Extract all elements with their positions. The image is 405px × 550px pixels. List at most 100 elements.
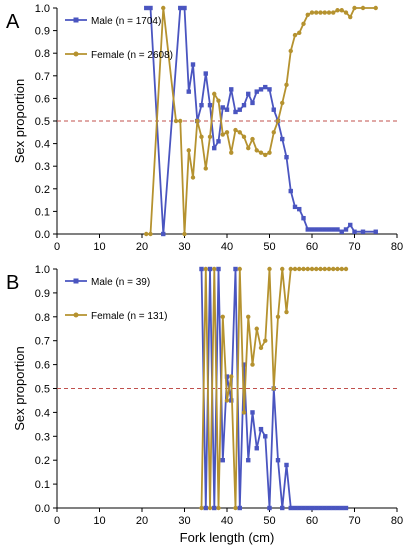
data-point <box>335 227 340 232</box>
data-point <box>178 5 183 11</box>
data-point <box>237 505 242 511</box>
x-tick-label: 70 <box>348 241 360 253</box>
data-point <box>250 100 255 106</box>
data-point <box>284 309 289 315</box>
data-point <box>360 5 366 11</box>
legend-entry: Male (n = 39) <box>65 277 150 288</box>
data-point <box>326 266 332 272</box>
data-point <box>241 362 247 367</box>
data-point <box>339 266 344 272</box>
y-tick-label: 0.9 <box>35 288 50 300</box>
x-tick-label: 30 <box>178 241 190 253</box>
data-point <box>318 505 323 511</box>
data-point <box>352 229 357 234</box>
data-point <box>322 266 327 272</box>
data-point <box>280 266 285 272</box>
data-point <box>203 505 208 511</box>
y-tick-label: 0.4 <box>35 407 50 419</box>
data-point <box>186 148 191 153</box>
data-point <box>331 10 336 15</box>
data-point <box>182 231 187 237</box>
data-point <box>305 12 310 17</box>
data-point <box>297 266 302 272</box>
data-point <box>161 5 166 11</box>
x-tick-label: 20 <box>136 241 148 253</box>
data-point <box>271 130 276 135</box>
data-point <box>216 139 221 144</box>
data-point <box>339 505 344 511</box>
data-point <box>309 10 315 15</box>
data-point <box>275 118 281 124</box>
data-point <box>280 505 285 511</box>
y-tick-label: 0.6 <box>35 360 50 372</box>
data-point <box>263 338 268 343</box>
data-point <box>212 266 217 272</box>
y-tick-label: 1.0 <box>35 264 50 276</box>
y-tick-label: 0.0 <box>35 229 50 241</box>
data-point <box>284 462 289 468</box>
data-point <box>258 345 264 351</box>
data-point <box>326 505 332 511</box>
data-point <box>229 150 234 155</box>
data-point <box>267 266 272 272</box>
data-point <box>267 150 272 155</box>
data-point <box>352 5 357 11</box>
data-point <box>224 374 230 379</box>
legend-label: Male (n = 39) <box>91 277 150 288</box>
series-male <box>144 5 378 237</box>
y-tick-label: 0.1 <box>35 479 50 491</box>
data-point <box>216 505 221 511</box>
x-tick-label: 50 <box>263 515 275 527</box>
data-point <box>233 266 238 272</box>
x-tick-label: 30 <box>178 515 190 527</box>
data-point <box>309 505 315 511</box>
data-point <box>203 166 208 171</box>
data-point <box>339 229 344 234</box>
data-point <box>207 134 213 140</box>
data-point <box>297 30 302 36</box>
data-point <box>301 266 306 272</box>
y-tick-label: 0.1 <box>35 206 50 218</box>
data-point <box>207 266 213 272</box>
legend-marker <box>73 278 79 284</box>
y-tick-label: 0.8 <box>35 48 50 60</box>
data-point <box>224 130 230 135</box>
chart-panel-b: B 0.0 0.1 0.2 0.3 0.4 0.5 0.6 0.7 0.8 0.9 1.0 0 10 20 3… <box>6 264 403 545</box>
data-point <box>322 505 327 511</box>
data-point <box>190 62 196 67</box>
y-tick-label: 0.2 <box>35 184 50 196</box>
data-point <box>292 204 298 210</box>
data-point <box>284 154 289 160</box>
y-tick-label: 0.2 <box>35 455 50 467</box>
data-point <box>267 505 272 511</box>
data-point <box>305 227 310 232</box>
data-point <box>318 10 323 15</box>
data-point <box>301 215 306 221</box>
data-point <box>233 127 238 133</box>
data-point <box>237 266 242 272</box>
data-point <box>314 505 319 511</box>
data-point <box>373 5 378 11</box>
data-point <box>229 374 234 379</box>
y-tick-label: 0.3 <box>35 161 50 173</box>
data-point <box>199 134 204 140</box>
data-point <box>250 410 255 415</box>
data-point <box>267 87 272 92</box>
x-tick-label: 40 <box>221 241 233 253</box>
data-point <box>348 222 353 228</box>
x-tick-label: 80 <box>391 515 403 527</box>
data-point <box>271 107 276 112</box>
data-point <box>250 362 255 367</box>
data-point <box>292 266 298 272</box>
data-point <box>305 266 310 272</box>
panel-label: A <box>6 11 20 33</box>
x-tick-label: 0 <box>54 241 60 253</box>
data-point <box>331 505 336 511</box>
x-tick-label: 60 <box>306 515 318 527</box>
data-point <box>343 227 349 232</box>
data-point <box>258 426 264 432</box>
data-point <box>203 71 208 76</box>
data-point <box>233 505 238 511</box>
data-point <box>148 5 153 11</box>
data-point <box>224 107 230 112</box>
